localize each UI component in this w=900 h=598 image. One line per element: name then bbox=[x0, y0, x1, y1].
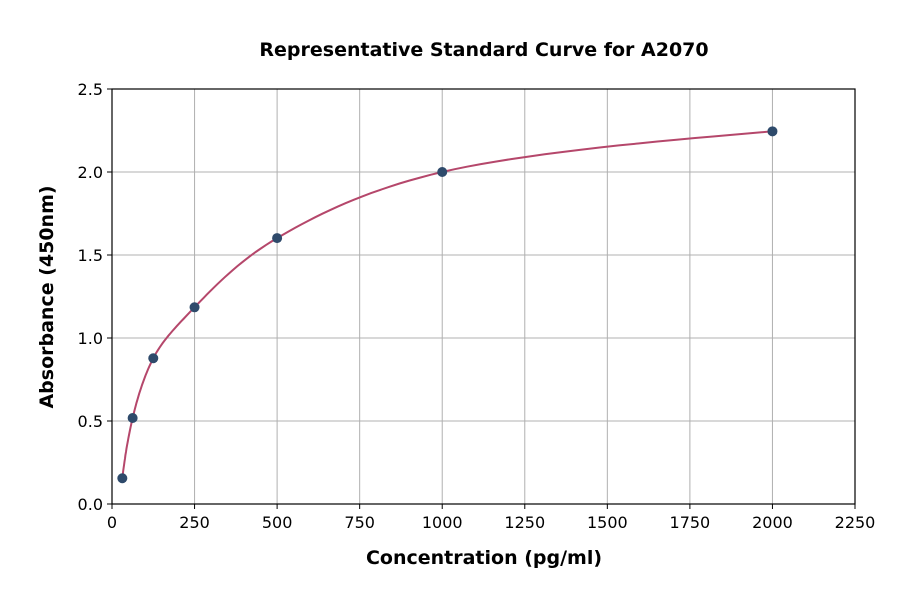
x-tick-label: 500 bbox=[262, 513, 293, 532]
y-tick-label: 1.0 bbox=[78, 329, 103, 348]
plot-frame bbox=[111, 88, 856, 505]
y-tick-label: 0.5 bbox=[78, 412, 103, 431]
y-tick-label: 2.5 bbox=[78, 80, 103, 99]
x-axis-label: Concentration (pg/ml) bbox=[366, 547, 602, 569]
x-tick-label: 2250 bbox=[835, 513, 876, 532]
x-tick-label: 1750 bbox=[670, 513, 711, 532]
fit-curve bbox=[121, 130, 773, 479]
data-point bbox=[272, 233, 283, 244]
x-tick-label: 750 bbox=[344, 513, 375, 532]
data-point bbox=[117, 473, 128, 484]
data-point bbox=[189, 302, 200, 313]
x-tick-label: 250 bbox=[179, 513, 210, 532]
x-tick-label: 1000 bbox=[422, 513, 463, 532]
y-tick-label: 0.0 bbox=[78, 495, 103, 514]
data-point bbox=[127, 413, 138, 424]
y-tick-label: 2.0 bbox=[78, 163, 103, 182]
data-point bbox=[767, 126, 778, 137]
x-tick-label: 1500 bbox=[587, 513, 628, 532]
data-point bbox=[437, 167, 448, 177]
y-tick-label: 1.5 bbox=[78, 246, 103, 265]
y-axis-label: Absorbance (450nm) bbox=[36, 185, 58, 408]
x-tick-label: 0 bbox=[107, 513, 117, 532]
x-tick-label: 1250 bbox=[504, 513, 545, 532]
x-tick-label: 2000 bbox=[752, 513, 793, 532]
chart-title: Representative Standard Curve for A2070 bbox=[259, 39, 708, 61]
data-point bbox=[148, 353, 159, 364]
